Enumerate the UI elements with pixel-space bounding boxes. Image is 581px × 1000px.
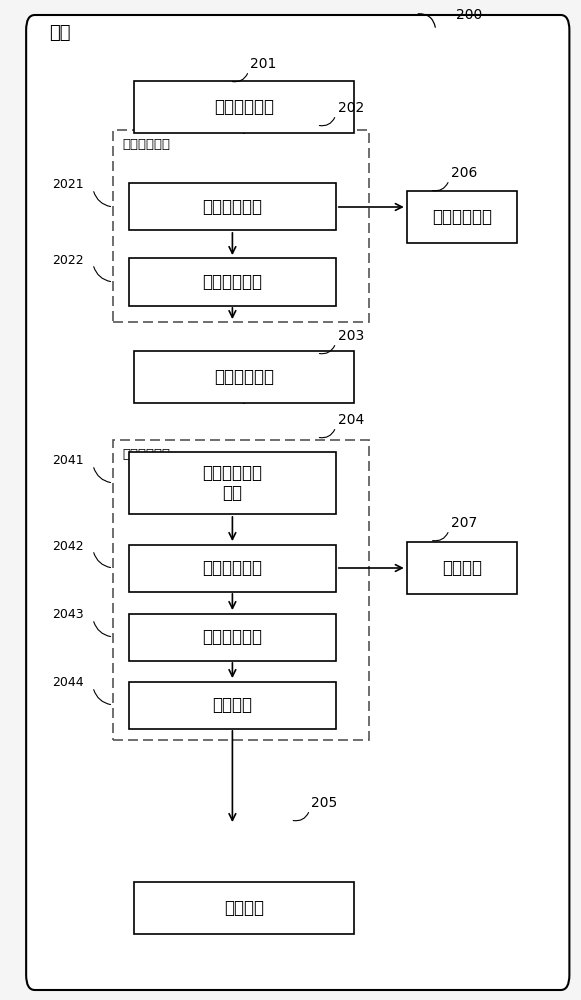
Bar xyxy=(130,544,336,591)
Text: 终端: 终端 xyxy=(49,24,71,42)
Bar xyxy=(113,440,369,740)
Bar xyxy=(130,452,336,514)
Text: 2022: 2022 xyxy=(53,253,84,266)
Text: 206: 206 xyxy=(451,166,477,180)
Text: 2042: 2042 xyxy=(53,540,84,552)
Text: 207: 207 xyxy=(451,516,477,530)
Text: 预警单元: 预警单元 xyxy=(224,899,264,917)
Text: 第三获取单元: 第三获取单元 xyxy=(432,208,492,226)
Text: 2041: 2041 xyxy=(53,454,84,468)
Bar xyxy=(134,882,354,934)
Bar xyxy=(130,614,336,661)
Text: 保存单元: 保存单元 xyxy=(442,559,482,577)
Text: 第一计算单元: 第一计算单元 xyxy=(202,198,263,216)
Text: 第二获取单元: 第二获取单元 xyxy=(214,368,274,386)
Text: 第一确定单元: 第一确定单元 xyxy=(122,138,170,151)
Text: 判断单元: 判断单元 xyxy=(213,696,252,714)
Bar xyxy=(130,682,336,728)
Text: 205: 205 xyxy=(311,796,338,810)
Text: 204: 204 xyxy=(338,413,364,427)
Text: 第一获取单元: 第一获取单元 xyxy=(214,98,274,116)
Bar xyxy=(113,130,369,322)
Text: 202: 202 xyxy=(338,101,364,115)
Text: 2043: 2043 xyxy=(53,608,84,621)
Bar xyxy=(134,81,354,133)
Text: 第二处理单元: 第二处理单元 xyxy=(202,628,263,646)
Bar xyxy=(130,258,336,306)
Text: 第二计算单元: 第二计算单元 xyxy=(202,273,263,291)
Text: 2044: 2044 xyxy=(53,676,84,690)
Text: 第一处理单元: 第一处理单元 xyxy=(202,559,263,577)
Bar xyxy=(130,183,336,230)
FancyBboxPatch shape xyxy=(26,15,569,990)
Text: 第二确定单元: 第二确定单元 xyxy=(122,448,170,461)
Text: 201: 201 xyxy=(250,57,277,71)
Text: 200: 200 xyxy=(456,8,482,22)
Text: 历史能效获取
单元: 历史能效获取 单元 xyxy=(202,464,263,502)
Text: 2021: 2021 xyxy=(53,178,84,191)
Text: 203: 203 xyxy=(338,329,364,343)
Bar xyxy=(134,351,354,403)
Bar xyxy=(407,191,517,243)
Bar xyxy=(407,542,517,594)
